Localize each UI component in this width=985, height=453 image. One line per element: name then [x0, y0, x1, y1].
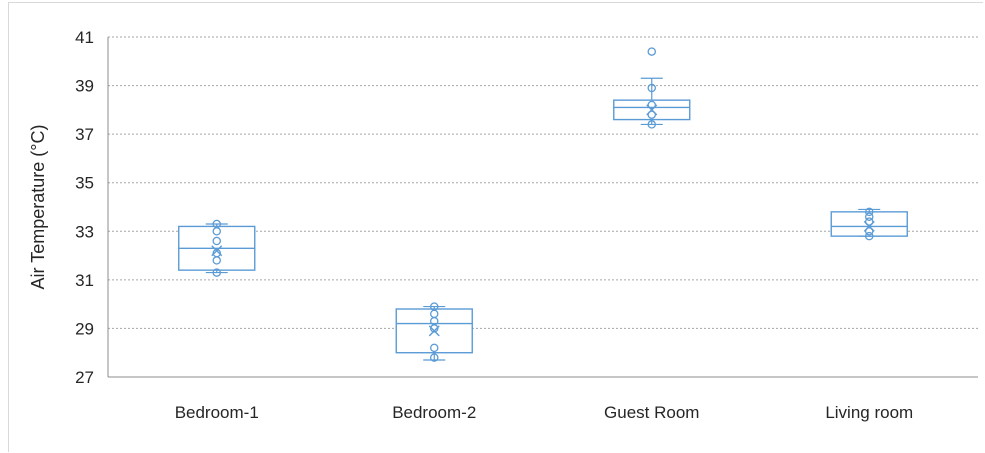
- label-layer: 27 29 31 33 35 37 39 41 Air Temperature (°C) Bedr…: [28, 28, 913, 422]
- mean-marker-stroke: [428, 325, 440, 337]
- data-point: [865, 217, 874, 226]
- mean-marker: [211, 245, 223, 257]
- data-point: [647, 100, 657, 110]
- data-point: [647, 110, 657, 119]
- x-category-label: Bedroom-1: [175, 403, 259, 422]
- box-group: [830, 207, 908, 241]
- data-point: [865, 207, 874, 217]
- mean-marker: [646, 104, 658, 116]
- data-point: [647, 120, 657, 129]
- data-point: [429, 302, 439, 311]
- data-point: [212, 248, 221, 258]
- mean-marker-stroke: [646, 104, 658, 116]
- y-tick-label: 39: [75, 77, 94, 96]
- box-group: [613, 47, 691, 129]
- data-point: [865, 227, 874, 236]
- y-tick-label: 37: [75, 125, 94, 144]
- data-point: [212, 236, 221, 246]
- y-tick-label: 27: [75, 368, 94, 387]
- y-tick-label: 29: [75, 319, 94, 338]
- box-layer: [178, 47, 908, 362]
- data-point: [212, 268, 221, 277]
- data-point: [429, 353, 439, 362]
- y-tick-label: 31: [75, 271, 94, 290]
- y-axis-title: Air Temperature (°C): [28, 125, 48, 290]
- x-category-label: Bedroom-2: [392, 403, 476, 422]
- data-point: [647, 83, 657, 93]
- x-category-label: Living room: [825, 403, 913, 422]
- data-point: [865, 212, 874, 221]
- chart-frame: [8, 2, 983, 452]
- box-group: [395, 302, 473, 362]
- axis-layer: [107, 37, 978, 378]
- data-point: [647, 47, 657, 56]
- x-category-label: Guest Room: [604, 403, 699, 422]
- grid-layer: [108, 36, 978, 329]
- mean-marker: [428, 325, 440, 337]
- data-point: [865, 231, 874, 241]
- y-tick-label: 35: [75, 174, 94, 193]
- mean-marker: [863, 220, 875, 232]
- mean-marker-stroke: [211, 245, 223, 257]
- y-tick-label: 33: [75, 222, 94, 241]
- mean-marker-stroke: [863, 220, 875, 232]
- data-point: [429, 343, 439, 353]
- data-point: [212, 219, 221, 229]
- box-group: [178, 219, 256, 277]
- y-tick-label: 41: [75, 28, 94, 47]
